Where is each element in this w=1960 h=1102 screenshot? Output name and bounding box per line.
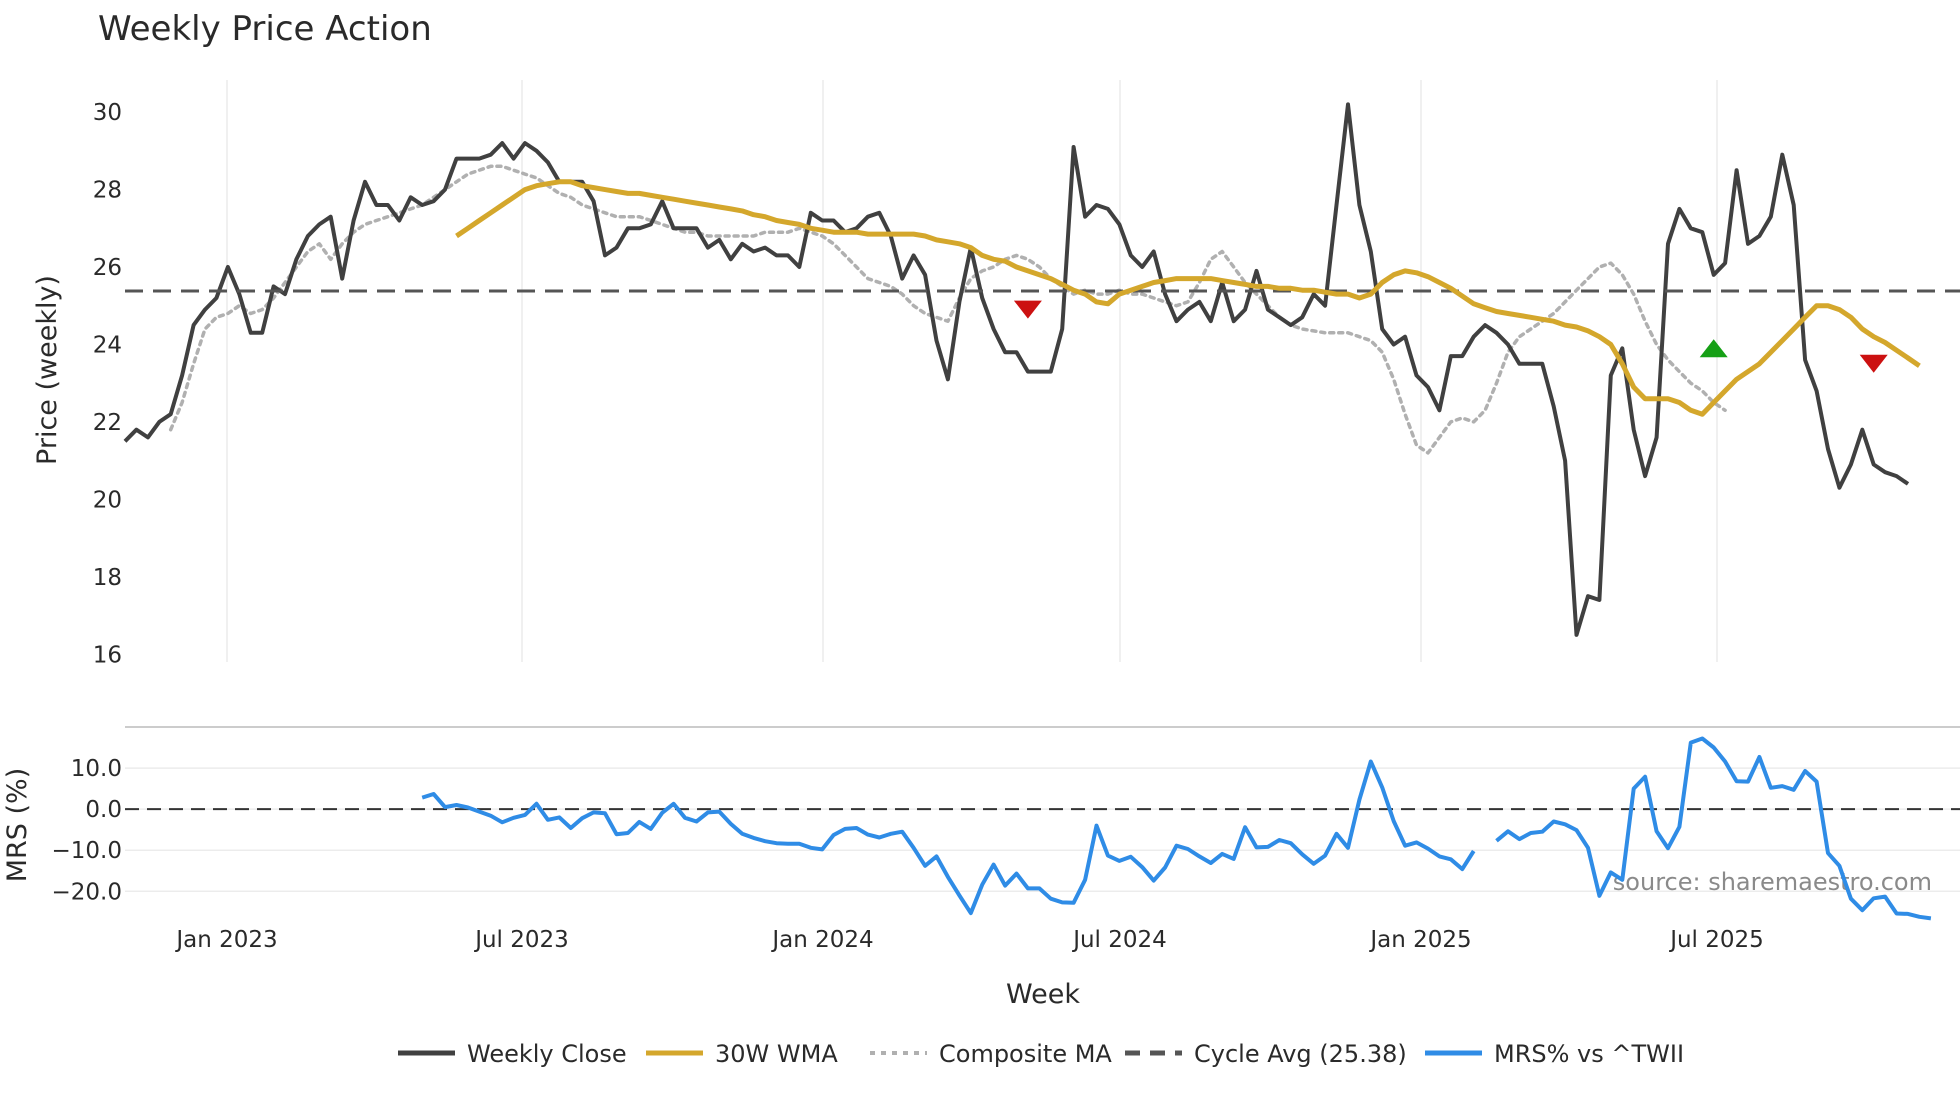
main-y-tick-label: 30: [93, 100, 122, 126]
x-tick-label: Jul 2023: [473, 927, 569, 953]
mrs-y-tick-label: −10.0: [52, 838, 122, 864]
series-weekly-close-line: [123, 102, 1910, 637]
chart-legend: Weekly Close 30W WMA Composite MA Cycle Avg…: [398, 1040, 1684, 1068]
chart-plot-layer: 16 18 20 22 24 26 28 30 10.0 0.0 −10.0 −20.0 Jan 202…: [52, 80, 1960, 953]
main-y-tick-label: 22: [93, 410, 122, 436]
legend-label: 30W WMA: [715, 1040, 838, 1068]
legend-label: MRS% vs ^TWII: [1494, 1040, 1684, 1068]
sell-signal-marker: [1859, 354, 1888, 373]
series-composite-ma-line: [168, 164, 1727, 455]
legend-label: Weekly Close: [467, 1040, 627, 1068]
series-30w-wma-line: [455, 179, 1921, 417]
main-y-tick-label: 18: [93, 565, 122, 591]
mrs-y-tick-label: 10.0: [71, 756, 122, 782]
x-tick-label: Jul 2025: [1668, 927, 1764, 953]
x-tick-label: Jan 2023: [174, 927, 277, 953]
x-tick-label: Jan 2024: [770, 927, 873, 953]
main-y-tick-label: 26: [93, 255, 122, 281]
series-mrs-vs-twii-line: [1495, 736, 1932, 921]
main-y-tick-label: 24: [93, 332, 122, 358]
legend-label: Composite MA: [939, 1040, 1112, 1068]
main-y-tick-label: 16: [93, 642, 122, 668]
x-tick-label: Jul 2024: [1071, 927, 1167, 953]
x-axis-title: Week: [1006, 979, 1080, 1010]
mrs-y-axis-title: MRS (%): [2, 768, 33, 883]
mrs-y-tick-label: 0.0: [85, 797, 122, 823]
sell-signal-marker: [1013, 300, 1042, 319]
buy-signal-marker: [1699, 339, 1728, 358]
series-mrs-vs-twii-line: [421, 759, 1476, 916]
x-tick-label: Jan 2025: [1368, 927, 1471, 953]
mrs-y-tick-label: −20.0: [52, 879, 122, 905]
main-y-axis-title: Price (weekly): [32, 275, 63, 465]
legend-label: Cycle Avg (25.38): [1194, 1040, 1407, 1068]
main-y-tick-label: 20: [93, 487, 122, 513]
chart-title: Weekly Price Action: [98, 9, 432, 49]
main-y-tick-label: 28: [93, 178, 122, 204]
